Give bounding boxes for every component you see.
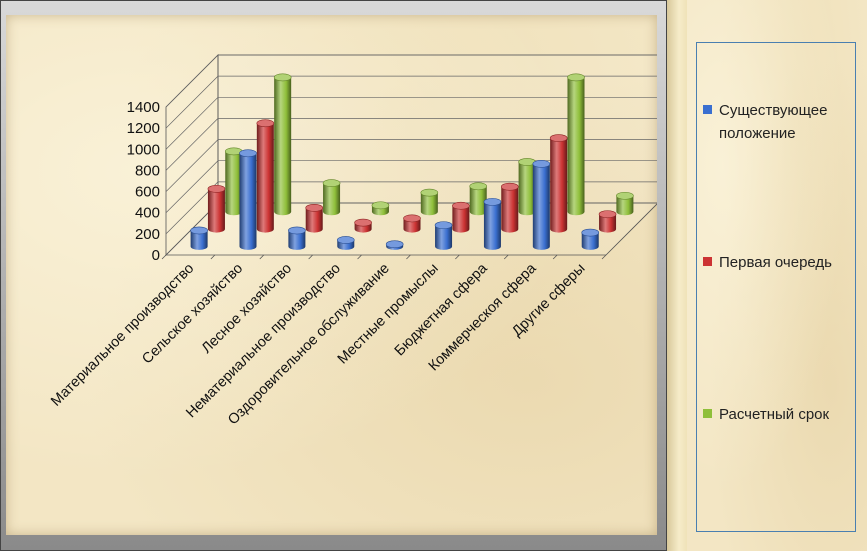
legend-divider [667, 0, 687, 551]
plot-area: 0 200 400 600 800 1000 1200 1400 Материальное п… [6, 15, 657, 535]
gridline [165, 96, 657, 150]
legend-label: Первая очередь [719, 254, 832, 271]
bar [581, 228, 600, 250]
bar [532, 160, 551, 250]
legend-background [687, 0, 867, 551]
bar [469, 182, 488, 216]
y-tick-label: 800 [135, 162, 160, 179]
bar [305, 203, 324, 233]
bar [336, 236, 355, 250]
bar [207, 184, 226, 233]
legend-label: Существующее положение [719, 102, 828, 142]
bar [549, 134, 568, 233]
gridline [165, 118, 657, 171]
bar [288, 226, 306, 250]
y-tick-label: 400 [135, 205, 160, 222]
bar [598, 210, 617, 233]
bar [434, 221, 453, 250]
y-tick-label: 1000 [127, 141, 160, 158]
gridline [165, 139, 657, 192]
y-tick-label: 1400 [127, 99, 160, 116]
legend-swatch [703, 409, 712, 418]
y-tick-label: 1200 [127, 120, 160, 137]
y-tick-label: 0 [152, 247, 160, 264]
category-label: Лесное хозяйство [199, 261, 295, 357]
bar [616, 191, 634, 216]
bar [371, 201, 390, 216]
chart-frame: 0 200 400 600 800 1000 1200 1400 Материальное п… [0, 0, 667, 551]
legend-label: Расчетный срок [719, 406, 830, 423]
bar [224, 147, 243, 216]
y-tick-label: 600 [135, 184, 160, 201]
bar [385, 240, 404, 250]
bar [500, 182, 519, 233]
bar [403, 214, 421, 233]
legend-swatch [703, 257, 712, 266]
bar [420, 188, 439, 216]
bar [452, 201, 470, 233]
bar [483, 198, 502, 250]
bar [190, 226, 208, 250]
bar [256, 119, 275, 233]
bar [273, 73, 292, 216]
chart-legend: Существующее положение Первая очередь Ра… [696, 42, 856, 532]
y-tick-label: 200 [135, 226, 160, 243]
bar [322, 179, 341, 216]
category-label: Бюджетная сфера [392, 260, 492, 360]
gridline [165, 181, 657, 235]
gridline [165, 54, 657, 108]
gridline [165, 75, 657, 129]
legend-swatch [703, 105, 712, 114]
bar [239, 149, 257, 250]
bar [354, 218, 372, 233]
gridline [165, 160, 657, 213]
bar [567, 73, 585, 216]
legend-panel: Существующее положение Первая очередь Ра… [667, 0, 867, 551]
